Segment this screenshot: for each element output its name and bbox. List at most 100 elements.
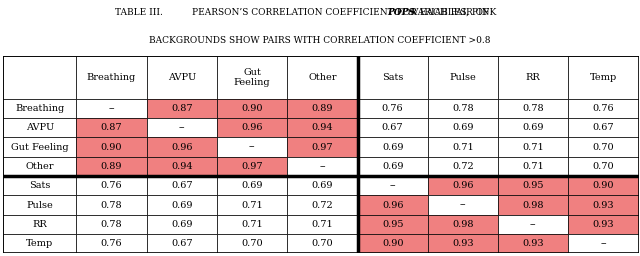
Bar bbox=[568, 195, 639, 215]
Text: 0.90: 0.90 bbox=[241, 104, 263, 113]
Bar bbox=[358, 56, 428, 99]
Bar bbox=[76, 56, 147, 99]
Text: 0.69: 0.69 bbox=[382, 143, 403, 152]
Text: Pulse: Pulse bbox=[26, 201, 53, 210]
Bar bbox=[147, 157, 217, 176]
Text: 0.69: 0.69 bbox=[171, 220, 193, 229]
Bar bbox=[358, 234, 428, 253]
Text: --: -- bbox=[600, 239, 607, 248]
Text: 0.69: 0.69 bbox=[171, 201, 193, 210]
Bar bbox=[287, 234, 358, 253]
Text: 0.76: 0.76 bbox=[100, 239, 122, 248]
Bar bbox=[287, 137, 358, 157]
Bar bbox=[3, 157, 76, 176]
Bar bbox=[217, 176, 287, 195]
Bar bbox=[428, 118, 498, 137]
Text: Sats: Sats bbox=[29, 181, 51, 190]
Bar bbox=[568, 157, 639, 176]
Text: 0.70: 0.70 bbox=[241, 239, 263, 248]
Bar bbox=[217, 118, 287, 137]
Text: Gut
Feeling: Gut Feeling bbox=[234, 68, 270, 87]
Text: 0.71: 0.71 bbox=[452, 143, 474, 152]
Bar bbox=[3, 99, 76, 118]
Text: 0.78: 0.78 bbox=[100, 220, 122, 229]
Bar bbox=[217, 234, 287, 253]
Bar bbox=[428, 99, 498, 118]
Bar bbox=[428, 195, 498, 215]
Text: Pulse: Pulse bbox=[449, 73, 476, 82]
Bar bbox=[217, 137, 287, 157]
Bar bbox=[498, 137, 568, 157]
Bar bbox=[217, 157, 287, 176]
Bar bbox=[358, 195, 428, 215]
Bar bbox=[217, 215, 287, 234]
Text: 0.98: 0.98 bbox=[522, 201, 544, 210]
Bar bbox=[287, 99, 358, 118]
Bar bbox=[358, 118, 428, 137]
Text: 0.87: 0.87 bbox=[171, 104, 193, 113]
Bar bbox=[568, 99, 639, 118]
Bar bbox=[358, 137, 428, 157]
Text: 0.67: 0.67 bbox=[171, 239, 193, 248]
Text: 0.93: 0.93 bbox=[522, 239, 544, 248]
Bar bbox=[568, 176, 639, 195]
Text: RR: RR bbox=[526, 73, 541, 82]
Bar bbox=[287, 176, 358, 195]
Text: Gut Feeling: Gut Feeling bbox=[11, 143, 68, 152]
Bar bbox=[3, 215, 76, 234]
Text: 0.90: 0.90 bbox=[382, 239, 403, 248]
Text: 0.93: 0.93 bbox=[593, 220, 614, 229]
Text: 0.96: 0.96 bbox=[452, 181, 474, 190]
Text: TABLE III.: TABLE III. bbox=[115, 8, 163, 17]
Text: Other: Other bbox=[26, 162, 54, 171]
Text: PEARSON’S CORRELATION COEFFICIENT FOR EACH PAIR OF: PEARSON’S CORRELATION COEFFICIENT FOR EA… bbox=[192, 8, 492, 17]
Bar bbox=[76, 176, 147, 195]
Text: --: -- bbox=[249, 143, 255, 152]
Bar bbox=[568, 234, 639, 253]
Text: 0.78: 0.78 bbox=[522, 104, 544, 113]
Bar bbox=[498, 234, 568, 253]
Bar bbox=[358, 215, 428, 234]
Text: 0.76: 0.76 bbox=[593, 104, 614, 113]
Text: 0.71: 0.71 bbox=[241, 220, 263, 229]
Text: 0.76: 0.76 bbox=[382, 104, 403, 113]
Text: 0.67: 0.67 bbox=[382, 123, 403, 132]
Bar bbox=[287, 195, 358, 215]
Text: 0.93: 0.93 bbox=[452, 239, 474, 248]
Text: 0.98: 0.98 bbox=[452, 220, 474, 229]
Bar bbox=[147, 137, 217, 157]
Text: 0.97: 0.97 bbox=[241, 162, 263, 171]
Bar bbox=[498, 56, 568, 99]
Bar bbox=[147, 99, 217, 118]
Text: Breathing: Breathing bbox=[87, 73, 136, 82]
Bar bbox=[498, 99, 568, 118]
Bar bbox=[217, 195, 287, 215]
Bar bbox=[428, 157, 498, 176]
Bar bbox=[76, 137, 147, 157]
Text: RR: RR bbox=[33, 220, 47, 229]
Bar bbox=[568, 56, 639, 99]
Text: 0.70: 0.70 bbox=[593, 162, 614, 171]
Bar bbox=[287, 118, 358, 137]
Text: Temp: Temp bbox=[26, 239, 53, 248]
Text: 0.72: 0.72 bbox=[312, 201, 333, 210]
Bar bbox=[76, 157, 147, 176]
Bar bbox=[76, 118, 147, 137]
Text: 0.67: 0.67 bbox=[593, 123, 614, 132]
Text: 0.87: 0.87 bbox=[100, 123, 122, 132]
Bar bbox=[358, 157, 428, 176]
Text: --: -- bbox=[319, 162, 326, 171]
Bar bbox=[428, 137, 498, 157]
Text: 0.96: 0.96 bbox=[171, 143, 193, 152]
Text: 0.71: 0.71 bbox=[241, 201, 263, 210]
Bar bbox=[428, 176, 498, 195]
Bar bbox=[76, 234, 147, 253]
Text: 0.90: 0.90 bbox=[593, 181, 614, 190]
Text: VARIABLES, PINK: VARIABLES, PINK bbox=[409, 8, 497, 17]
Text: 0.95: 0.95 bbox=[382, 220, 403, 229]
Text: 0.94: 0.94 bbox=[171, 162, 193, 171]
Text: 0.97: 0.97 bbox=[312, 143, 333, 152]
Bar bbox=[3, 137, 76, 157]
Text: 0.69: 0.69 bbox=[312, 181, 333, 190]
Text: Sats: Sats bbox=[382, 73, 403, 82]
